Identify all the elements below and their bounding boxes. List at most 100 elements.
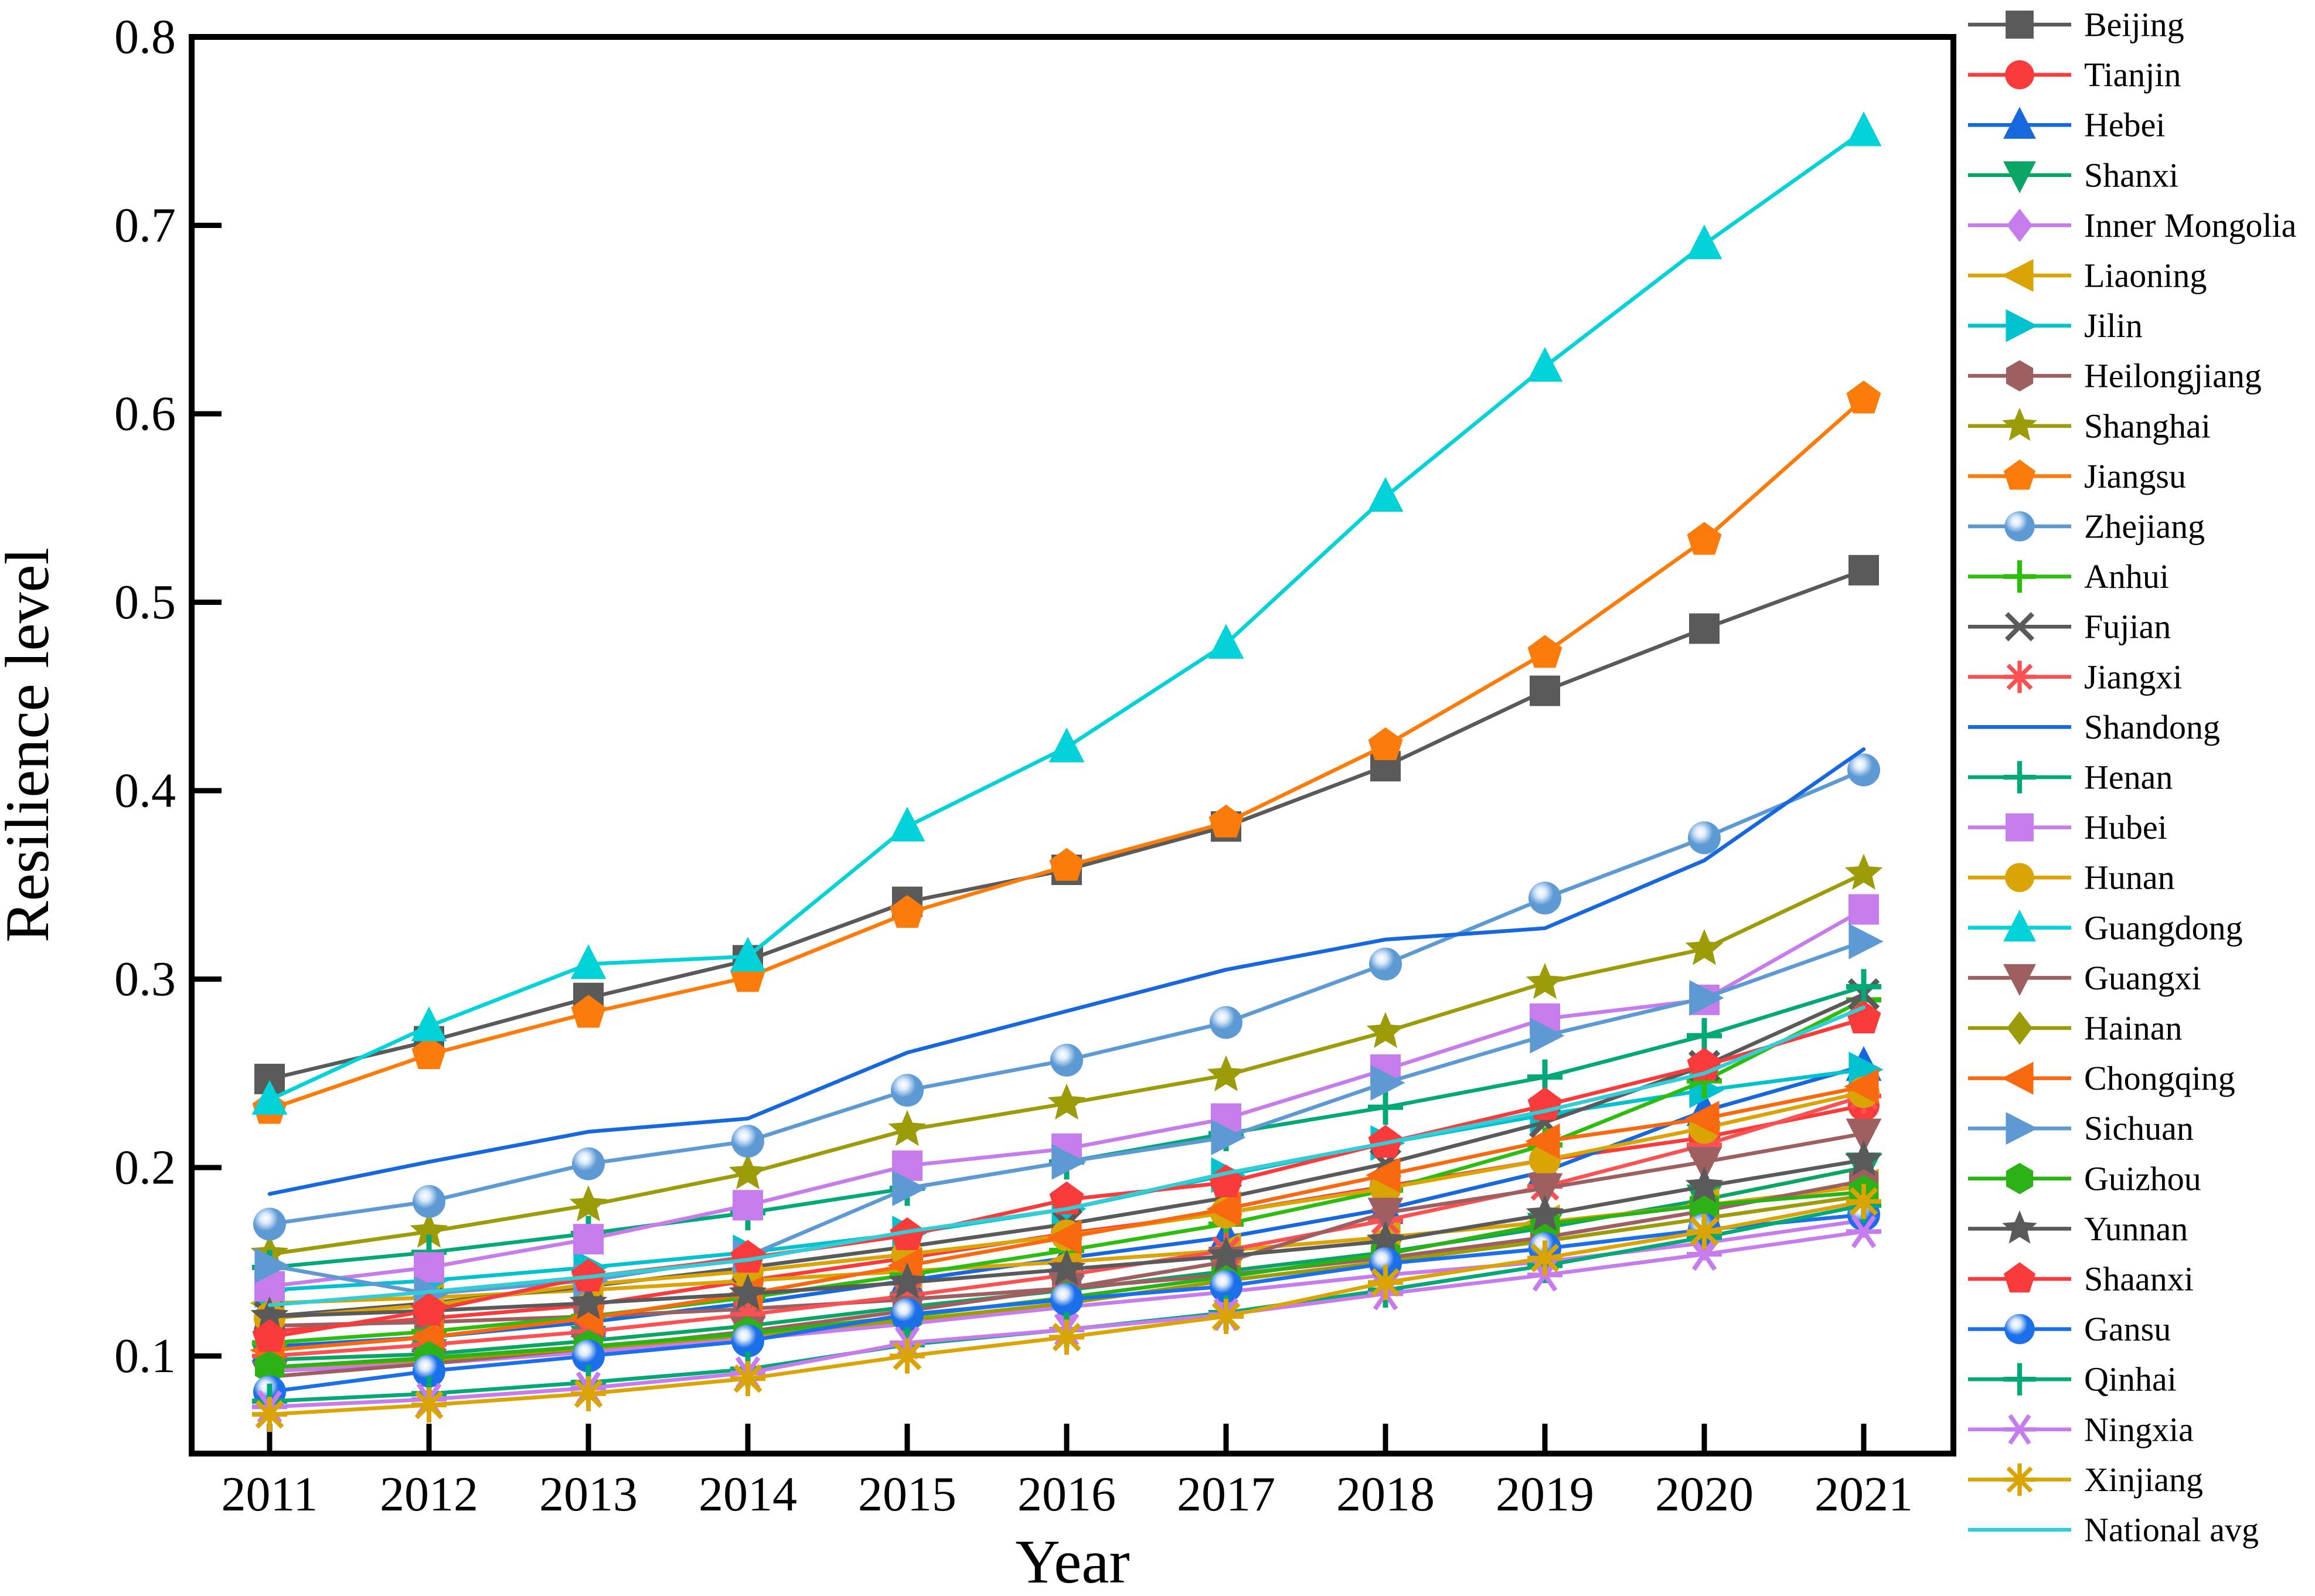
marker-jiangsu xyxy=(1846,380,1881,414)
legend-label-shaanxi: Shaanxi xyxy=(2084,1260,2194,1298)
x-axis-title: Year xyxy=(1015,1527,1129,1596)
x-tick-label: 2012 xyxy=(380,1467,478,1522)
legend-item-chongqing: Chongqing xyxy=(1968,1059,2235,1097)
marker-shanghai xyxy=(1366,1012,1405,1049)
legend-label-zhejiang: Zhejiang xyxy=(2084,508,2205,546)
x-axis-ticks: 2011 2012 2013 2014 2015 2016 2017 2018 2019 2020… xyxy=(222,1424,1913,1522)
legend-label-tianjin: Tianjin xyxy=(2084,56,2181,94)
marker-xinjiang xyxy=(1690,1217,1719,1246)
legend-label-shanghai: Shanghai xyxy=(2084,407,2211,445)
marker-sichuan xyxy=(1211,1119,1246,1155)
marker-tianjin xyxy=(2005,60,2034,90)
marker-shaanxi xyxy=(1846,1001,1881,1034)
legend-item-guangdong: Guangdong xyxy=(1968,908,2243,947)
legend-item-inner-mongolia: Inner Mongolia xyxy=(1968,206,2296,244)
marker-xinjiang xyxy=(255,1400,284,1429)
legend-label-gansu: Gansu xyxy=(2084,1310,2171,1348)
marker-guizhou xyxy=(2006,1163,2034,1195)
y-tick-label: 0.6 xyxy=(114,387,176,441)
legend-label-xinjiang: Xinjiang xyxy=(2084,1461,2203,1499)
legend-item-guizhou: Guizhou xyxy=(1968,1159,2201,1197)
legend-item-xinjiang: Xinjiang xyxy=(1968,1461,2203,1499)
marker-shaanxi xyxy=(730,1240,765,1273)
legend-item-hebei: Hebei xyxy=(1968,106,2166,144)
marker-shaanxi xyxy=(1687,1047,1722,1081)
marker-guangdong xyxy=(411,1006,447,1042)
marker-jiangsu xyxy=(890,894,925,928)
marker-chongqing xyxy=(2001,1061,2034,1095)
marker-zhejiang xyxy=(731,1124,764,1158)
legend-label-hunan: Hunan xyxy=(2084,859,2175,897)
marker-jiangsu xyxy=(1687,522,1722,555)
marker-hubei xyxy=(573,1224,604,1255)
marker-zhejiang xyxy=(1210,1006,1242,1039)
marker-shanghai xyxy=(1047,1083,1086,1120)
marker-beijing xyxy=(1689,613,1720,644)
x-tick-label: 2017 xyxy=(1177,1467,1275,1522)
marker-zhejiang xyxy=(1847,753,1880,787)
legend-item-shandong: Shandong xyxy=(1968,708,2220,746)
marker-guizhou xyxy=(254,1350,285,1384)
marker-xinjiang xyxy=(1849,1187,1878,1216)
marker-chongqing xyxy=(1366,1157,1401,1193)
marker-sichuan xyxy=(1848,923,1884,959)
marker-shanghai xyxy=(1526,962,1564,999)
legend-label-yunnan: Yunnan xyxy=(2084,1210,2188,1248)
x-tick-label: 2021 xyxy=(1814,1467,1913,1522)
x-tick-label: 2019 xyxy=(1496,1467,1594,1522)
series-line-national-avg xyxy=(267,1005,1866,1307)
marker-guangdong xyxy=(1208,624,1244,659)
legend-label-hebei: Hebei xyxy=(2084,106,2166,144)
marker-xinjiang xyxy=(1052,1322,1081,1352)
marker-sichuan xyxy=(892,1170,927,1206)
marker-shaanxi xyxy=(411,1292,447,1326)
marker-xinjiang xyxy=(414,1390,444,1420)
legend-item-tianjin: Tianjin xyxy=(1968,56,2181,94)
marker-xinjiang xyxy=(1211,1302,1241,1331)
marker-sichuan xyxy=(254,1247,290,1284)
marker-chongqing xyxy=(1684,1101,1720,1136)
marker-guangxi xyxy=(1846,1118,1882,1153)
legend-label-inner-mongolia: Inner Mongolia xyxy=(2084,206,2296,244)
legend-label-liaoning: Liaoning xyxy=(2084,257,2207,295)
marker-jiangsu xyxy=(571,995,606,1028)
x-tick-label: 2016 xyxy=(1017,1467,1116,1522)
x-tick-label: 2018 xyxy=(1336,1467,1435,1522)
legend-item-sichuan: Sichuan xyxy=(1968,1110,2194,1148)
legend-item-guangxi: Guangxi xyxy=(1968,959,2201,997)
legend-item-ningxia: Ningxia xyxy=(1968,1410,2194,1448)
series-national-avg xyxy=(267,1005,1866,1307)
legend-item-jilin: Jilin xyxy=(1968,307,2143,345)
marker-guangxi xyxy=(1367,1197,1404,1233)
legend-item-shanxi: Shanxi xyxy=(1968,156,2178,194)
series-sichuan xyxy=(254,923,1884,1312)
legend-label-national-avg: National avg xyxy=(2084,1511,2259,1549)
marker-yunnan xyxy=(1047,1249,1086,1286)
legend-label-hainan: Hainan xyxy=(2084,1009,2183,1047)
marker-beijing xyxy=(1848,554,1879,586)
marker-hubei xyxy=(1848,894,1879,925)
marker-xinjiang xyxy=(893,1342,922,1370)
legend-label-jiangsu: Jiangsu xyxy=(2084,457,2186,495)
legend-item-shanghai: Shanghai xyxy=(1968,407,2211,445)
marker-shaanxi xyxy=(890,1217,925,1250)
marker-yunnan xyxy=(1366,1221,1405,1257)
marker-gansu xyxy=(891,1298,924,1331)
marker-xinjiang xyxy=(1371,1268,1400,1297)
marker-guangxi xyxy=(1686,1146,1722,1182)
marker-zhejiang xyxy=(2004,511,2035,542)
series-jiangsu xyxy=(252,380,1881,1124)
legend-item-qinhai: Qinhai xyxy=(1968,1360,2177,1398)
marker-gansu xyxy=(1050,1283,1083,1316)
marker-xinjiang xyxy=(1530,1243,1560,1272)
marker-heilongjiang xyxy=(2006,360,2034,392)
marker-beijing xyxy=(1530,675,1560,706)
marker-gansu xyxy=(413,1355,445,1388)
marker-guangdong xyxy=(2003,909,2036,942)
y-tick-label: 0.1 xyxy=(114,1329,176,1383)
marker-guangdong xyxy=(1846,111,1882,147)
marker-shanghai xyxy=(1207,1055,1245,1091)
marker-ningxia xyxy=(1691,1237,1717,1271)
marker-hubei xyxy=(733,1190,763,1221)
marker-yunnan xyxy=(1685,1166,1724,1203)
